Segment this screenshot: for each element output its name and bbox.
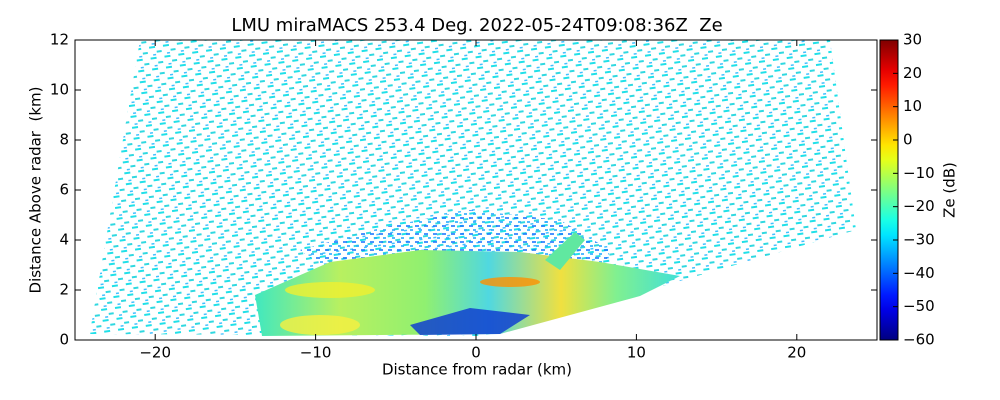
colorbar-tick-label: −10 bbox=[903, 164, 935, 182]
y-axis-label: Distance Above radar (km) bbox=[27, 87, 45, 294]
x-tick-label: −10 bbox=[300, 344, 332, 362]
y-tick-label: 6 bbox=[59, 181, 69, 199]
y-tick-label: 10 bbox=[50, 81, 69, 99]
colorbar-label: Ze (dB) bbox=[941, 162, 959, 218]
colorbar-tick-label: 0 bbox=[903, 131, 913, 149]
x-tick-label: 0 bbox=[471, 344, 481, 362]
radar-field bbox=[90, 40, 856, 336]
colorbar bbox=[879, 39, 899, 341]
x-tick-label: 10 bbox=[627, 344, 646, 362]
colorbar-tick-label: −30 bbox=[903, 231, 935, 249]
colorbar-tick-label: −60 bbox=[903, 331, 935, 349]
y-tick-label: 8 bbox=[59, 131, 69, 149]
colorbar-tick-label: 30 bbox=[903, 31, 922, 49]
y-tick-label: 0 bbox=[59, 331, 69, 349]
colorbar-tick-label: −50 bbox=[903, 297, 935, 315]
chart-title: LMU miraMACS 253.4 Deg. 2022-05-24T09:08… bbox=[231, 15, 722, 36]
x-axis-label: Distance from radar (km) bbox=[382, 361, 572, 379]
colorbar-tick-label: −20 bbox=[903, 197, 935, 215]
x-tick-label: 20 bbox=[787, 344, 806, 362]
y-tick-label: 12 bbox=[50, 31, 69, 49]
y-tick-label: 2 bbox=[59, 281, 69, 299]
colorbar-tick-label: 20 bbox=[903, 64, 922, 82]
colorbar-tick-label: −40 bbox=[903, 264, 935, 282]
colorbar-tick-label: 10 bbox=[903, 97, 922, 115]
y-tick-label: 4 bbox=[59, 231, 69, 249]
x-tick-label: −20 bbox=[139, 344, 171, 362]
